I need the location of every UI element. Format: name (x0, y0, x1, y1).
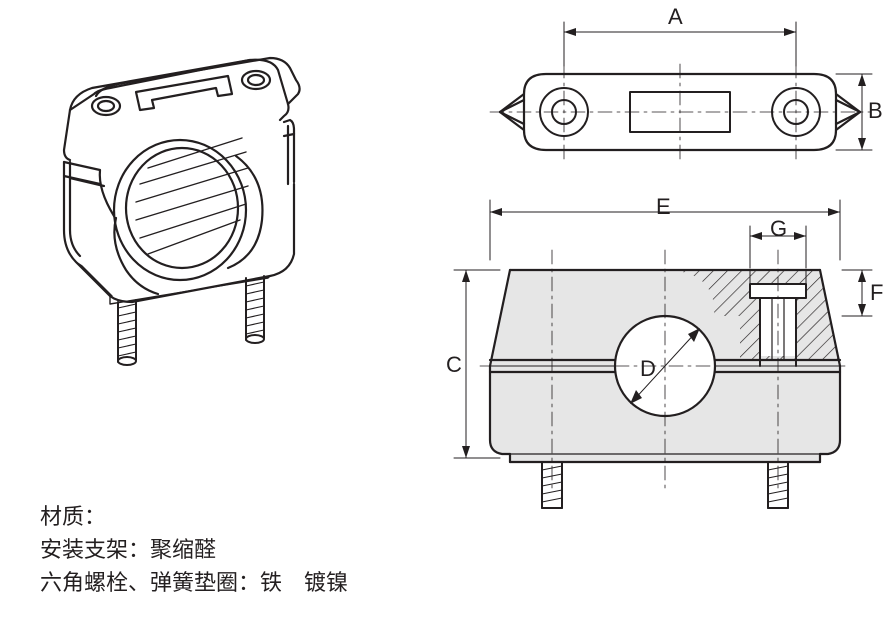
dim-b: B (868, 98, 883, 124)
dim-c: C (446, 352, 462, 378)
bracket-material: 安装支架：聚缩醛 (40, 533, 348, 566)
page: { "colors": { "stroke": "#231f20", "thin… (0, 0, 894, 625)
top-view (480, 10, 880, 180)
dim-d: D (640, 356, 656, 382)
material-text: 材质： 安装支架：聚缩醛 六角螺栓、弹簧垫圈：铁 镀镍 (40, 500, 348, 599)
dim-g: G (770, 216, 787, 242)
iso-view (40, 50, 340, 390)
dim-a: A (668, 4, 683, 30)
front-view (440, 190, 880, 520)
material-title: 材质： (40, 500, 348, 533)
bolt-washer-material: 六角螺栓、弹簧垫圈：铁 镀镍 (40, 566, 348, 599)
dim-e: E (656, 194, 671, 220)
dim-f: F (870, 280, 883, 306)
